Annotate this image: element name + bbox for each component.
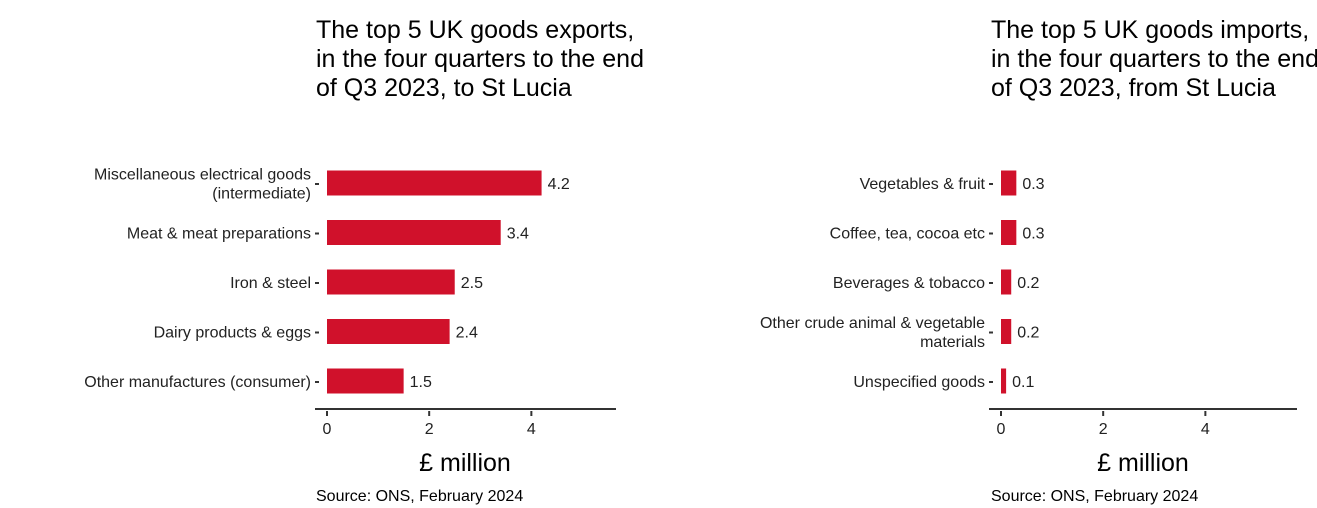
exports-bar-chart: 4.2 Miscellaneous electrical goods (interm… — [84, 167, 616, 477]
x-tick-label: 4 — [1201, 421, 1210, 438]
x-tick-label: 2 — [425, 421, 434, 438]
category-label: Coffee, tea, cocoa etc — [830, 226, 985, 243]
category-label: Unspecified goods — [853, 374, 985, 391]
category-label: Vegetables & fruit — [860, 176, 986, 193]
value-label: 0.2 — [1017, 325, 1039, 342]
x-axis-title: £ million — [419, 449, 511, 477]
x-tick-label: 4 — [527, 421, 536, 438]
category-label: Beverages & tobacco — [833, 275, 985, 292]
x-tick-label: 0 — [323, 421, 332, 438]
chart-title: The top 5 UK goods exports, in the four … — [316, 16, 644, 102]
category-label: Other crude animal & vegetable — [760, 315, 985, 332]
value-label: 0.3 — [1022, 226, 1044, 243]
value-label: 2.4 — [456, 325, 478, 342]
bar — [327, 170, 542, 196]
category-label: materials — [920, 334, 985, 351]
bar — [1001, 269, 1012, 295]
bar — [1001, 170, 1017, 196]
x-tick-label: 2 — [1099, 421, 1108, 438]
category-label: Dairy products & eggs — [154, 325, 311, 342]
value-label: 0.3 — [1022, 176, 1044, 193]
value-label: 4.2 — [548, 176, 570, 193]
imports-chart-panel: The top 5 UK goods imports, in the four … — [670, 0, 1317, 508]
imports-bar-chart: 0.3 Vegetables & fruit 0.3 Coffee, tea, coc… — [760, 170, 1297, 477]
chart-title: The top 5 UK goods imports, in the four … — [991, 16, 1317, 102]
value-label: 0.2 — [1017, 275, 1039, 292]
bar — [327, 368, 404, 394]
x-tick-label: 0 — [997, 421, 1006, 438]
bar — [1001, 220, 1017, 245]
bar — [327, 319, 450, 344]
value-label: 0.1 — [1012, 374, 1034, 391]
value-label: 2.5 — [461, 275, 483, 292]
bar — [327, 220, 501, 245]
value-label: 3.4 — [507, 226, 529, 243]
category-label: Iron & steel — [230, 275, 311, 292]
category-label: Meat & meat preparations — [127, 226, 311, 243]
category-label: Other manufactures (consumer) — [84, 374, 311, 391]
x-axis-title: £ million — [1097, 449, 1189, 477]
value-label: 1.5 — [410, 374, 432, 391]
bar — [327, 269, 455, 295]
bar — [1001, 319, 1012, 344]
category-label: Miscellaneous electrical goods — [94, 167, 311, 184]
source-note: Source: ONS, February 2024 — [316, 488, 524, 505]
bar — [1001, 368, 1007, 394]
category-label: (intermediate) — [212, 186, 311, 203]
exports-chart-panel: The top 5 UK goods exports, in the four … — [84, 16, 644, 505]
source-note: Source: ONS, February 2024 — [991, 488, 1199, 505]
